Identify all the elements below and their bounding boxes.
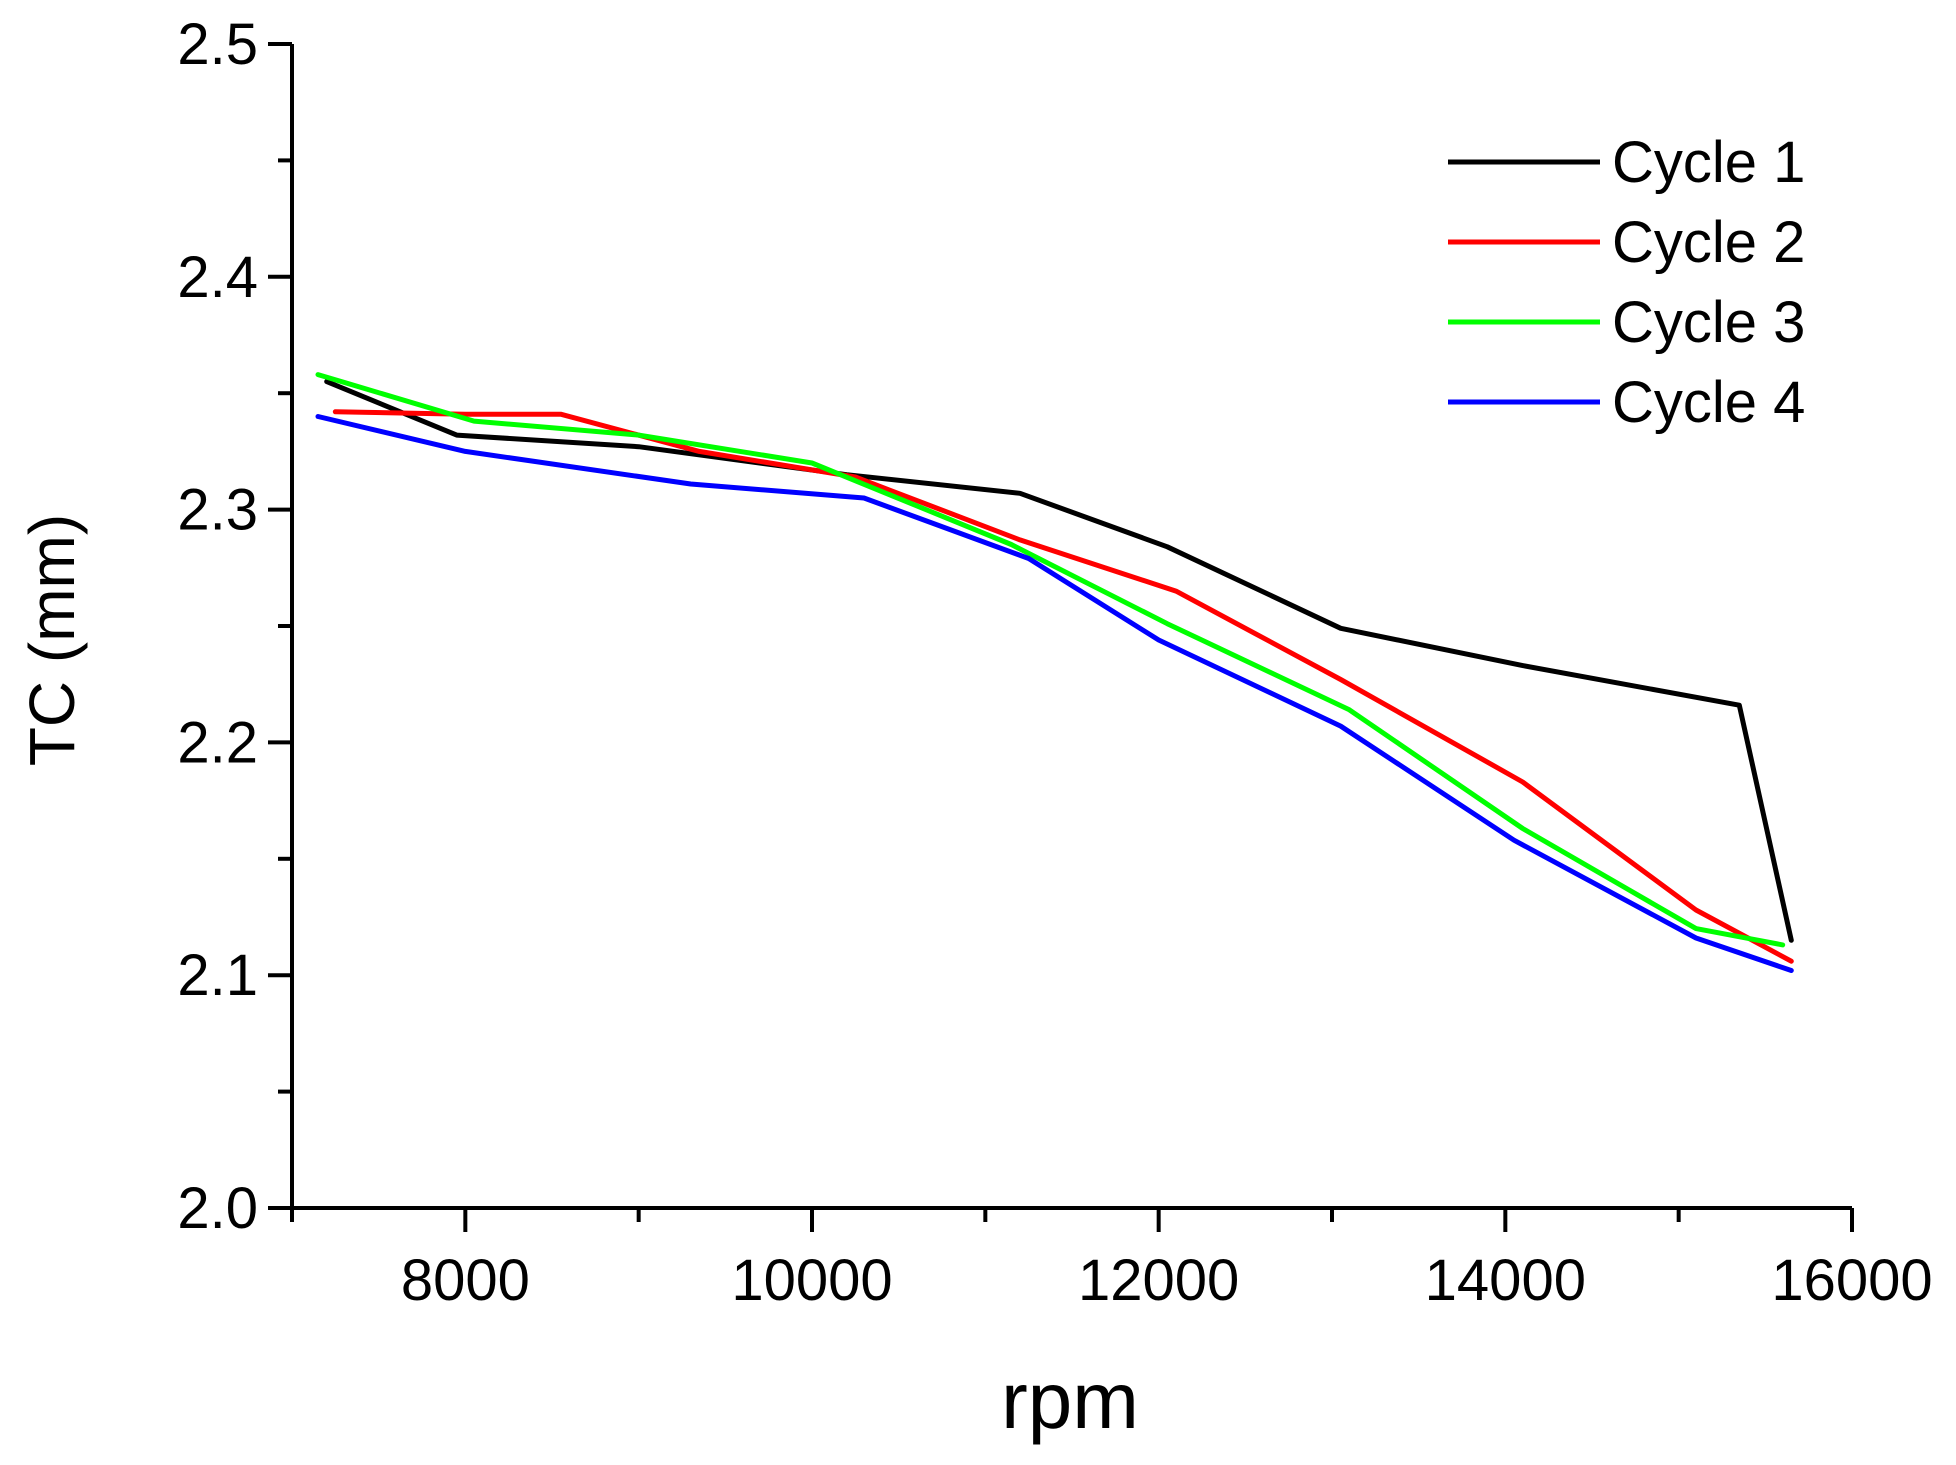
y-tick-label: 2.3 [177,478,258,543]
x-tick-label: 12000 [1078,1248,1239,1313]
x-tick-label: 10000 [731,1248,892,1313]
plot-area [315,372,1794,973]
axes: 2.0 2.1 2.2 2.3 2.4 2.5 8000 10000 12000 14000 160… [177,12,1932,1313]
x-tick-label: 8000 [401,1248,530,1313]
x-tick-label: 16000 [1771,1248,1932,1313]
y-tick-label: 2.0 [177,1176,258,1241]
series-line-cycle-3 [315,372,1786,948]
legend-label-cycle-2: Cycle 2 [1612,210,1805,275]
legend-label-cycle-1: Cycle 1 [1612,130,1805,195]
series-line-cycle-2 [332,409,1794,964]
legend: Cycle 1 Cycle 2 Cycle 3 Cycle 4 [1448,130,1805,435]
y-tick-label: 2.4 [177,245,258,310]
y-tick-label: 2.5 [177,12,258,77]
x-axis-title: rpm [1001,1356,1139,1445]
series-line-cycle-1 [324,379,1794,943]
x-tick-label: 14000 [1425,1248,1586,1313]
y-tick-label: 2.1 [177,943,258,1008]
legend-label-cycle-4: Cycle 4 [1612,370,1805,435]
series-line-cycle-4 [315,414,1794,973]
y-axis-title: TC (mm) [16,514,88,766]
y-tick-label: 2.2 [177,710,258,775]
legend-label-cycle-3: Cycle 3 [1612,290,1805,355]
